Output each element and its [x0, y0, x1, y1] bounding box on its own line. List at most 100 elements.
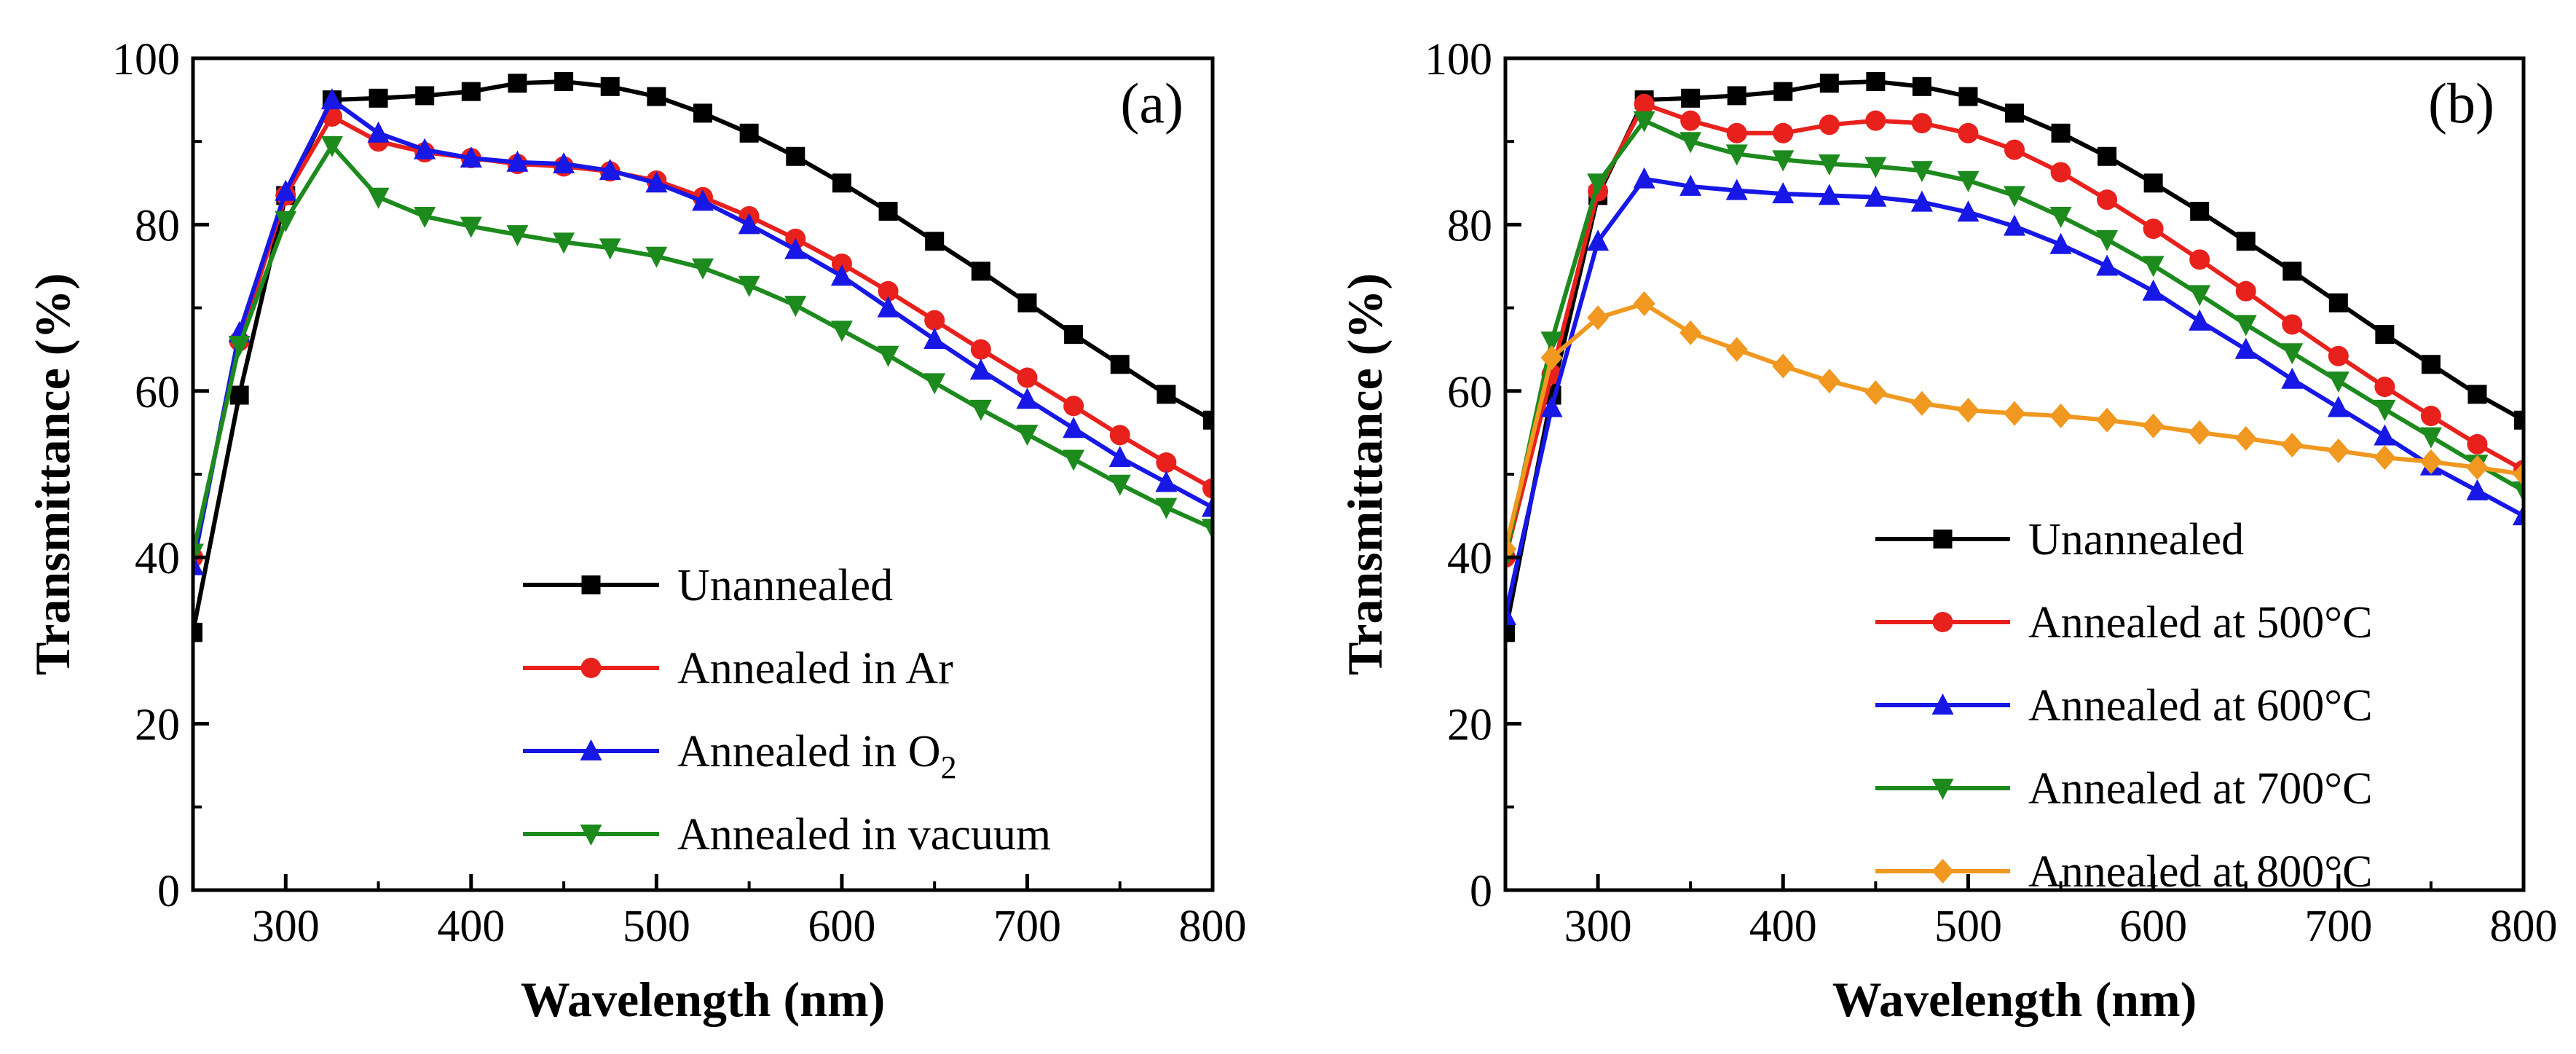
- y-tick-label: 20: [1447, 701, 1492, 750]
- series-2-point: [784, 237, 807, 259]
- series-3-point: [460, 216, 482, 238]
- series-1-point: [2420, 406, 2441, 427]
- panel-label: (b): [2428, 71, 2494, 135]
- series-0-point: [1681, 88, 1701, 108]
- series-0-point: [229, 385, 249, 405]
- series-2-point: [367, 121, 390, 143]
- series-3-point: [599, 238, 621, 260]
- x-tick-label: 700: [993, 902, 1061, 951]
- y-tick-label: 80: [1447, 201, 1492, 251]
- series-3-point: [877, 345, 899, 367]
- y-tick-label: 40: [135, 534, 180, 583]
- series-2-point: [1587, 229, 1610, 251]
- series-1-point: [878, 280, 899, 302]
- series-1-point: [2097, 189, 2118, 211]
- series-3-point: [1725, 144, 1748, 166]
- series-4-point: [1864, 380, 1887, 406]
- series-2-point: [2466, 479, 2489, 500]
- series-2-point: [2374, 424, 2396, 446]
- series-3-point: [830, 320, 853, 342]
- series-3-point: [2374, 399, 2396, 421]
- series-3-point: [1910, 161, 1933, 183]
- series-1-point: [1773, 122, 1794, 143]
- series-0-point: [2328, 293, 2348, 312]
- series-2-point: [692, 189, 714, 211]
- legend-entry-label: Annealed at 500°C: [2028, 598, 2372, 648]
- series-3-point: [1016, 425, 1039, 447]
- series-4-point: [1910, 390, 1933, 416]
- series-4-point: [1633, 291, 1655, 316]
- series-0-point: [1819, 74, 1839, 93]
- x-tick-label: 500: [623, 902, 690, 951]
- series-0-point: [1958, 87, 1978, 106]
- series-4-point: [1540, 345, 1563, 371]
- series-3-point: [2327, 371, 2349, 393]
- series-2-point: [1505, 604, 1516, 626]
- series-3-point: [1818, 154, 1840, 176]
- series-2-point: [1155, 471, 1178, 492]
- legend-entry-label: Annealed at 600°C: [2028, 681, 2372, 731]
- series-2-point: [2004, 214, 2025, 236]
- series-0-point: [2282, 261, 2302, 281]
- y-axis-title: Transmittance (%): [25, 273, 80, 675]
- series-0-point: [925, 232, 945, 251]
- series-3-point: [1864, 157, 1887, 178]
- series-2-point: [2513, 504, 2524, 526]
- series-0-point: [2514, 410, 2524, 430]
- series-2-point: [1910, 190, 1933, 212]
- series-2-point: [1818, 184, 1840, 205]
- series-2-point: [877, 296, 899, 318]
- series-2-point: [2281, 367, 2304, 389]
- legend-marker: [1931, 779, 1954, 800]
- y-tick-label: 20: [135, 701, 180, 750]
- series-1-point: [2189, 249, 2210, 270]
- panel-label: (a): [1120, 71, 1183, 135]
- series-3-point: [320, 135, 343, 157]
- legend-marker: [1932, 612, 1953, 632]
- panel-b: 300 400 500 600 700 800 0 20 40 60 80 100 Wavelength…: [1337, 35, 2558, 1027]
- series-2-point: [1202, 495, 1213, 517]
- series-1-point: [1680, 110, 1701, 131]
- series-0-point: [2005, 103, 2024, 123]
- series-2-point: [1772, 182, 1795, 204]
- series-2-point: [2096, 254, 2119, 276]
- x-axis-title: Wavelength (nm): [521, 972, 886, 1027]
- series-3-point: [923, 373, 946, 395]
- series-0-point: [2190, 202, 2210, 221]
- series-2-point: [1633, 167, 1655, 189]
- series-3-point: [2096, 229, 2119, 251]
- series-0-point: [1866, 71, 1886, 91]
- series-0-point: [1064, 325, 1084, 345]
- series-3-point: [1772, 150, 1795, 172]
- series-0-point: [193, 622, 202, 642]
- series-0-point: [1110, 355, 1130, 374]
- series-0-point: [1505, 622, 1515, 642]
- series-2-point: [1864, 185, 1887, 207]
- series-line-2: [193, 98, 1213, 567]
- series-line-1: [193, 114, 1213, 558]
- series-2-point: [1540, 396, 1563, 417]
- legend-entry-label: Annealed at 800°C: [2028, 847, 2372, 897]
- series-1-point: [831, 253, 852, 275]
- series-2-point: [923, 327, 946, 349]
- series-3-point: [1202, 519, 1213, 540]
- x-tick-label: 800: [2490, 902, 2558, 951]
- series-0-point: [971, 261, 990, 281]
- legend-entry-label: Annealed in O2: [677, 727, 957, 785]
- x-tick-label: 300: [1564, 902, 1632, 951]
- series-4-point: [1587, 305, 1610, 331]
- series-0-point: [2051, 123, 2071, 143]
- legend-marker: [580, 658, 602, 678]
- y-tick-label: 40: [1447, 534, 1492, 583]
- series-0-point: [878, 202, 898, 221]
- series-0-point: [2421, 355, 2441, 374]
- series-1-point: [970, 339, 991, 360]
- panel-a: 300 400 500 600 700 800 0 20 40 60 80 100 Wavelength…: [25, 35, 1247, 1027]
- series-0-point: [2143, 173, 2163, 193]
- series-0-point: [693, 103, 712, 123]
- series-3-point: [506, 225, 529, 247]
- series-1-point: [2467, 433, 2488, 455]
- series-3-point: [414, 206, 436, 228]
- x-tick-label: 600: [808, 902, 875, 951]
